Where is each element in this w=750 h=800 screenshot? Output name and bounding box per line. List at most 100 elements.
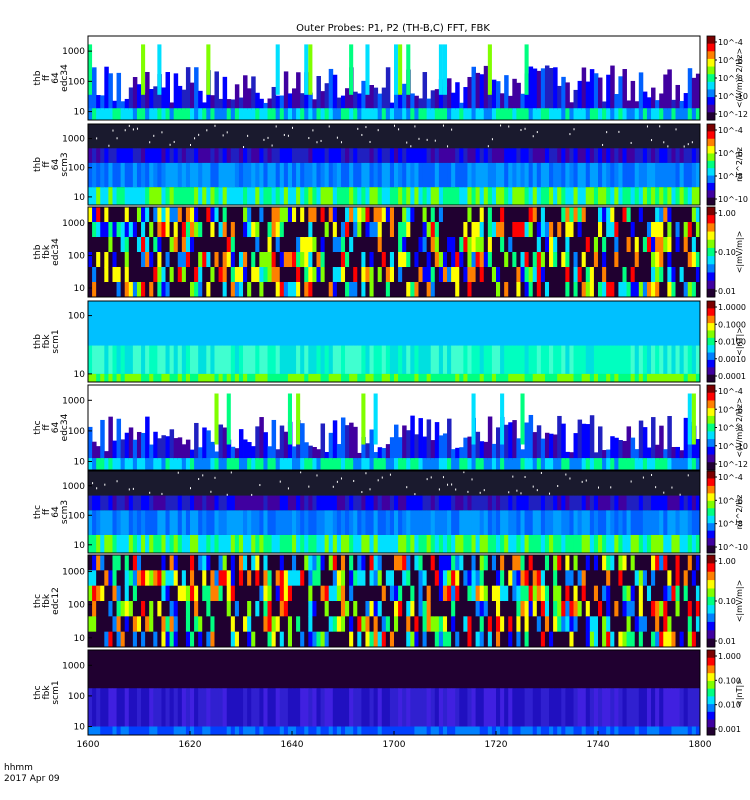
panel-label-line: scm1 xyxy=(51,680,61,704)
panel-6: 1000 100 10 thc ff 64 scm3 10^-4 10^-6 10^-8 10^-1… xyxy=(33,470,748,554)
panel-label-line: ff xyxy=(42,424,52,431)
x-axis-label-date: 2017 Apr 09 xyxy=(4,774,60,784)
panel-label: thc fbk edc12 xyxy=(33,587,61,615)
y-tick-label: 100 xyxy=(68,511,85,521)
x-tick-label: 1620 xyxy=(179,740,202,750)
x-tick-label: 1700 xyxy=(383,740,406,750)
colorbar: 10^-4 10^-6 10^-8 10^-10 nT^2/Hz xyxy=(706,123,748,206)
panel-frame xyxy=(87,554,701,648)
colorbar-tick-label: 10^-8 xyxy=(718,172,743,181)
colorbar: 1.00 0.10 0.01 <|mV/m|> xyxy=(706,554,744,648)
panel-frame xyxy=(87,470,701,554)
x-tick-label: 1800 xyxy=(689,740,712,750)
y-tick-label: 1000 xyxy=(62,568,85,578)
colorbar-label: nT^2/Hz xyxy=(735,495,744,530)
colorbar-label: <|nT|> xyxy=(735,327,744,356)
panel-label: thb fbk edc34 xyxy=(33,238,61,266)
colorbar-tick-label: 10^-12 xyxy=(718,110,748,119)
colorbar-tick-label: 1.00 xyxy=(718,209,736,218)
colorbar: 1.000 0.100 0.010 0.001 <|nT|> xyxy=(706,649,744,736)
panel-label-line: edc34 xyxy=(60,413,70,441)
colorbar-tick-label: 0.0001 xyxy=(718,372,746,381)
panel-frame xyxy=(87,384,701,471)
colorbar: 10^-4 10^-6 10^-8 10^-10 10^-12 <(V/m)^2/Hz> xyxy=(706,35,748,121)
panel-label-line: edc34 xyxy=(51,238,61,266)
panel-label-line: thc xyxy=(33,594,43,608)
panel-label-line: scm3 xyxy=(60,500,70,524)
y-tick-label: 100 xyxy=(68,427,85,437)
colorbar-tick-label: 10^-6 xyxy=(718,496,743,505)
y-tick-label: 100 xyxy=(68,164,85,174)
colorbar-tick-label: 10^-6 xyxy=(718,149,743,158)
y-tick-label: 10 xyxy=(74,723,86,733)
panel-frame xyxy=(87,123,701,206)
colorbar-tick-label: 0.1000 xyxy=(718,320,746,329)
y-tick-label: 1000 xyxy=(62,219,85,229)
colorbar: 10^-4 10^-6 10^-8 10^-10 10^-12 <(V/m)^2/Hz> xyxy=(706,384,748,471)
panel-8: 1000 100 10 thc fbk scm1 1.000 0.100 0.010 0.001 <… xyxy=(33,649,744,736)
colorbar-tick-label: 0.0010 xyxy=(718,355,746,364)
panel-label-line: ff xyxy=(42,508,52,515)
colorbar-label: nT^2/Hz xyxy=(735,147,744,182)
y-tick-label: 10 xyxy=(74,193,86,203)
panel-frame xyxy=(87,206,701,298)
y-tick-label: 100 xyxy=(68,692,85,702)
colorbar-tick-label: 1.0000 xyxy=(718,303,746,312)
panel-label-line: ff xyxy=(42,74,52,81)
panel-label-line: ff xyxy=(42,161,52,168)
panel-label: thc ff 64 edc34 xyxy=(33,413,70,441)
y-tick-label: 10 xyxy=(74,284,86,294)
colorbar-tick-label: 0.010 xyxy=(718,701,741,710)
panel-label-line: fbk xyxy=(42,685,52,700)
colorbar-label: <|mV/m|> xyxy=(735,231,744,274)
y-tick-label: 10 xyxy=(74,634,86,644)
y-tick-label: 10 xyxy=(74,458,86,468)
panel-7: 1000 100 10 thc fbk edc12 1.00 0.10 0.01 <|mV/m|> xyxy=(33,554,744,648)
colorbar-tick-label: 10^-8 xyxy=(718,520,743,529)
panel-label-line: 64 xyxy=(51,159,61,171)
x-tick-label: 1720 xyxy=(485,740,508,750)
panel-label: thc fbk scm1 xyxy=(33,680,61,704)
colorbar-tick-label: 10^-8 xyxy=(718,424,743,433)
y-tick-label: 100 xyxy=(68,77,85,87)
panel-label: thb fbk scm1 xyxy=(33,329,61,353)
x-tick-label: 1740 xyxy=(587,740,610,750)
panel-label: thb ff 64 edc34 xyxy=(33,64,70,92)
colorbar-tick-label: 10^-6 xyxy=(718,56,743,65)
panel-label-line: scm1 xyxy=(51,329,61,353)
colorbar-label: <|mV/m|> xyxy=(735,580,744,623)
y-tick-label: 1000 xyxy=(62,396,85,406)
colorbar-tick-label: 10^-10 xyxy=(718,92,748,101)
colorbar: 1.0000 0.1000 0.0100 0.0010 0.0001 <|nT|> xyxy=(706,300,746,383)
colorbar-tick-label: 0.001 xyxy=(718,725,741,734)
panel-label-line: edc12 xyxy=(51,587,61,615)
colorbar: 10^-4 10^-6 10^-8 10^-10 nT^2/Hz xyxy=(706,470,748,554)
y-tick-label: 1000 xyxy=(62,47,85,57)
colorbar-tick-label: 0.01 xyxy=(718,287,736,296)
colorbar-tick-label: 10^-4 xyxy=(718,387,743,396)
y-tick-label: 10 xyxy=(74,541,86,551)
colorbar-tick-label: 10^-10 xyxy=(718,442,748,451)
panel-label-line: thb xyxy=(33,157,43,172)
y-tick-label: 100 xyxy=(68,252,85,262)
colorbar-tick-label: 0.0100 xyxy=(718,338,746,347)
colorbar-tick-label: 0.10 xyxy=(718,597,736,606)
panel-label-line: 64 xyxy=(51,422,61,434)
panel-label: thb ff 64 scm3 xyxy=(33,152,70,176)
y-tick-label: 10 xyxy=(74,370,86,380)
colorbar-tick-label: 0.01 xyxy=(718,637,736,646)
y-tick-label: 1000 xyxy=(62,135,85,145)
colorbar-tick-label: 10^-12 xyxy=(718,460,748,469)
panel-label-line: thc xyxy=(33,420,43,434)
panel-label-line: thb xyxy=(33,70,43,85)
panel-4: 100 10 thb fbk scm1 1.0000 0.1000 0.0100 0.0010 0… xyxy=(33,300,746,383)
colorbar-tick-label: 10^-4 xyxy=(718,126,743,135)
colorbar-tick-label: 10^-4 xyxy=(718,473,743,482)
x-tick-label: 1640 xyxy=(281,740,304,750)
panel-label: thc ff 64 scm3 xyxy=(33,500,70,524)
colorbar-label: <(V/m)^2/Hz> xyxy=(735,48,744,108)
y-tick-label: 1000 xyxy=(62,482,85,492)
panel-label-line: thc xyxy=(33,685,43,699)
